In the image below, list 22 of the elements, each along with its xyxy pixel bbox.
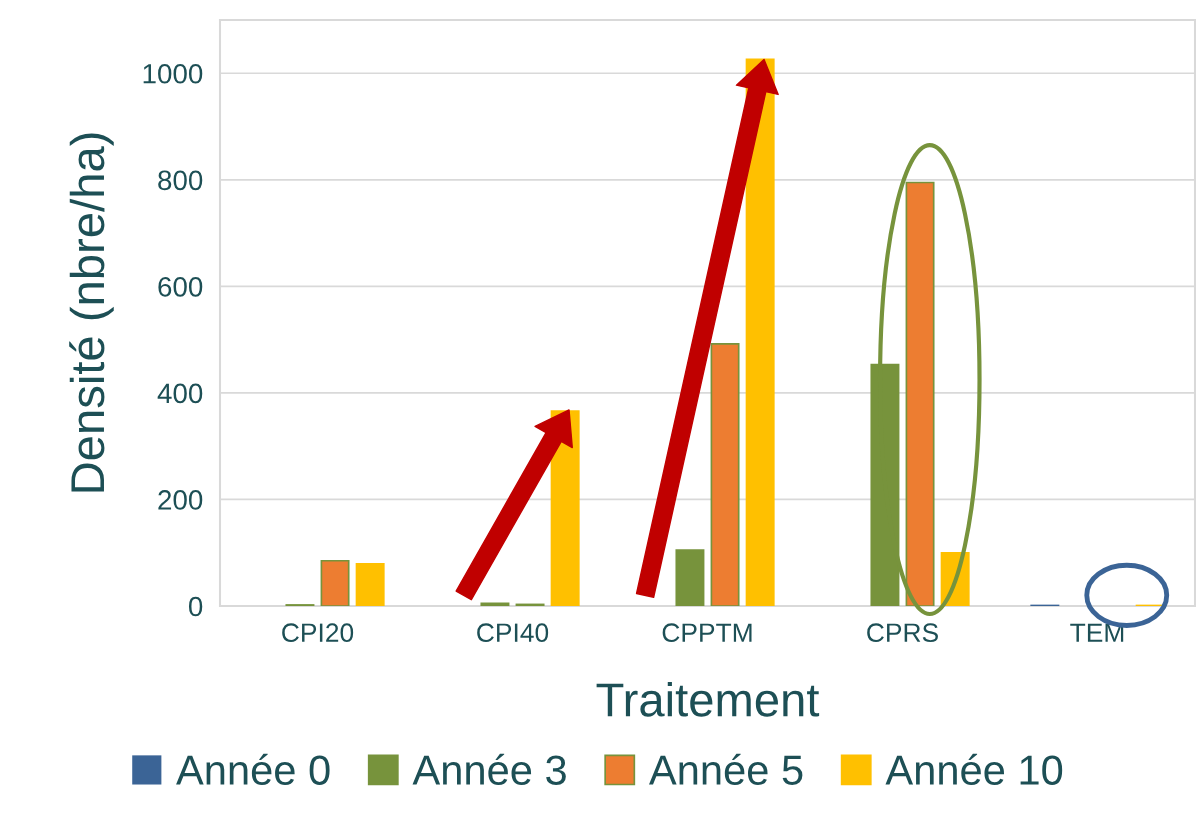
bar <box>675 549 705 606</box>
y-tick-label: 600 <box>158 277 203 297</box>
x-tick-label: CPRS <box>867 623 938 643</box>
x-tick-label: CPI40 <box>477 623 549 643</box>
y-tick-label: 200 <box>158 490 203 510</box>
legend-label: Année 0 <box>176 753 330 785</box>
legend-label: Année 10 <box>885 753 1063 785</box>
legend-label: Année 3 <box>412 753 566 785</box>
bar <box>320 559 350 606</box>
x-tick-label: CPI20 <box>282 623 354 643</box>
legend-label: Année 5 <box>649 753 803 785</box>
y-tick-label: 0 <box>188 596 203 617</box>
bar <box>905 181 935 606</box>
x-tick-label: TEM <box>1070 623 1124 642</box>
x-tick-label: CPPTM <box>662 623 752 643</box>
bar <box>710 343 740 606</box>
y-tick-label: 400 <box>157 383 203 404</box>
x-axis-title: Traitement <box>596 681 820 717</box>
y-axis-title: Densité (nbre/ha) <box>69 133 114 492</box>
y-tick-label: 1000 <box>143 63 203 84</box>
y-tick-label: 800 <box>158 170 203 191</box>
bar <box>355 563 385 606</box>
